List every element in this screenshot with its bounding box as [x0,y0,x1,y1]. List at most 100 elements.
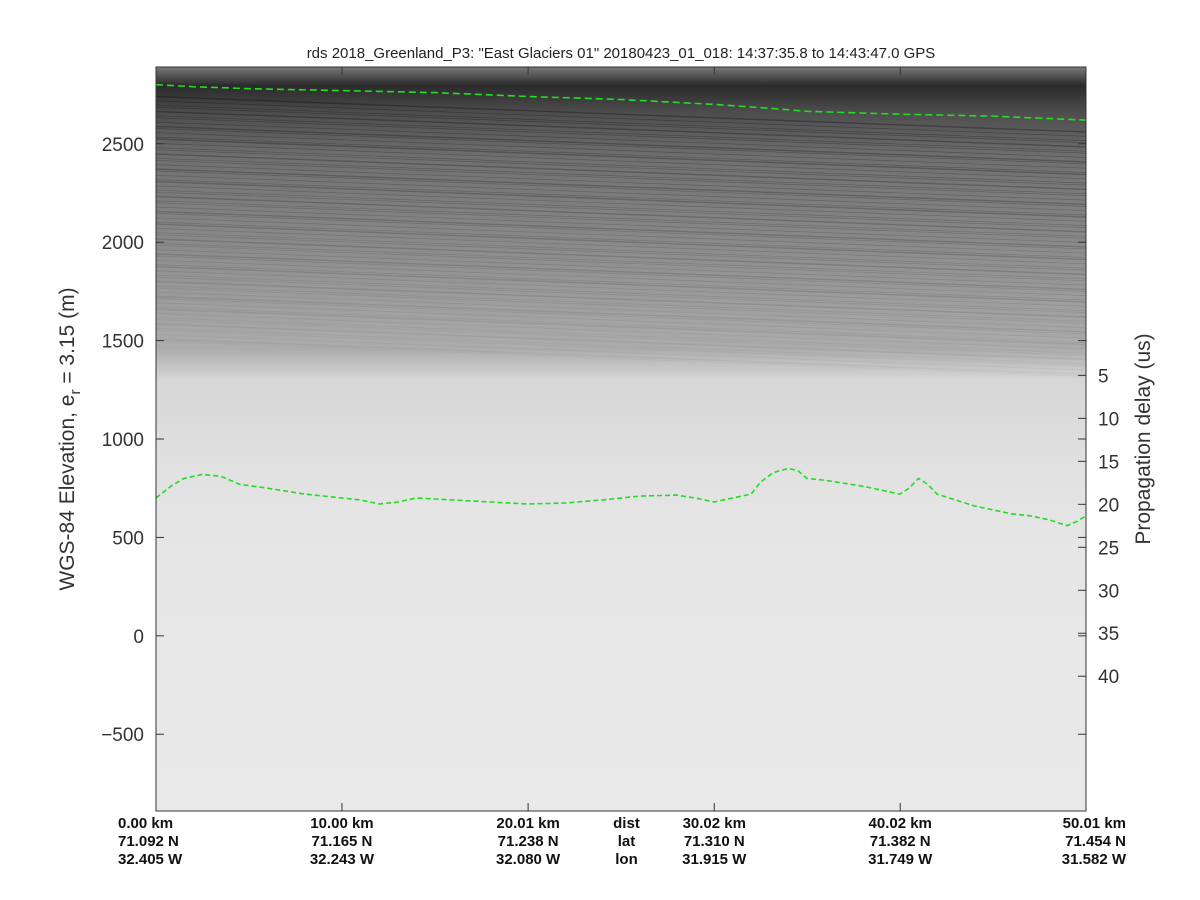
right-tick-label: 35 [1098,624,1119,645]
internal-layer [156,280,1086,318]
x-row-label-lon: lon [615,851,638,868]
y-axis-ticks: 2500 2000 1500 1000 500 0 −500 [101,135,1086,746]
internal-layer [156,274,1086,312]
internal-layer [156,174,1086,212]
internal-layer [156,106,1086,143]
bed-layer-line [156,467,1086,527]
x-tick-dist-label: 20.01 km [496,815,559,832]
right-tick-label: 15 [1098,452,1119,473]
right-axis-label: Propagation delay (us) [1132,333,1155,544]
internal-layer [156,95,1086,133]
x-tick-lon-label: 32.080 W [496,851,561,868]
internal-layer [156,291,1086,328]
internal-layer [156,340,1086,377]
y-axis-label: WGS-84 Elevation, er = 3.15 (m) [56,287,84,590]
internal-layer [156,164,1086,201]
internal-layer [156,223,1086,261]
internal-layer [156,117,1086,154]
x-tick-lat-label: 71.238 N [498,833,559,850]
internal-layer [156,136,1086,173]
internal-layer [156,270,1086,307]
internal-layer [156,121,1086,158]
right-tick-label: 20 [1098,495,1119,516]
x-tick-lon-label: 32.243 W [310,851,375,868]
internal-layer [156,259,1086,297]
internal-layer [156,213,1086,250]
internal-layer [156,110,1086,148]
internal-layer [156,338,1086,376]
internal-layer [156,298,1086,335]
y-tick-label: 0 [133,627,144,648]
y-tick-label: 1000 [102,430,144,451]
internal-layer [156,128,1086,165]
x-tick-lat-label: 71.310 N [684,833,745,850]
x-tick-lon-label: 31.915 W [682,851,747,868]
internal-layer [156,228,1086,265]
internal-layer [156,285,1086,322]
internal-layer [156,185,1086,222]
internal-layer [156,232,1086,269]
y-tick-label: −500 [101,725,144,746]
y-tick-label: 2500 [102,135,144,156]
x-tick-dist-label: 50.01 km [1063,815,1126,832]
x-tick-dist-label: 0.00 km [118,815,173,832]
y-tick-label: 2000 [102,233,144,254]
internal-layer [156,125,1086,163]
x-tick-dist-label: 40.02 km [869,815,932,832]
radargram-image [156,67,1086,811]
internal-layer [156,149,1086,186]
internal-layer [156,249,1086,286]
internal-layer [156,265,1086,303]
internal-layer [156,313,1086,350]
internal-layer [156,302,1086,339]
internal-layer [156,243,1086,280]
internal-layer [156,189,1086,226]
internal-layer [156,217,1086,254]
internal-layer [156,153,1086,191]
internal-layer [156,115,1086,152]
internal-layer [156,287,1086,324]
y-tick-label: 1500 [102,332,144,353]
x-row-label-lat: lat [618,833,636,850]
internal-layer [156,157,1086,195]
internal-layer [156,132,1086,169]
internal-layer [156,191,1086,228]
internal-layer [156,221,1086,258]
x-tick-dist-label: 10.00 km [310,815,373,832]
right-tick-label: 40 [1098,667,1119,688]
internal-layer [156,180,1086,218]
x-tick-lat-label: 71.454 N [1065,833,1126,850]
x-tick-lat-label: 71.092 N [118,833,179,850]
internal-layer [156,306,1086,343]
internal-layer [156,253,1086,291]
x-tick-dist-label: 30.02 km [683,815,746,832]
x-tick-lon-label: 31.582 W [1062,851,1127,868]
internal-layer [156,276,1086,313]
internal-layer [156,319,1086,356]
internal-layer [156,206,1086,243]
internal-layer [156,143,1086,180]
right-tick-label: 25 [1098,538,1119,559]
internal-layer [156,334,1086,371]
internal-layers [156,95,1086,377]
internal-layer [156,308,1086,346]
internal-layer [156,195,1086,233]
right-tick-label: 5 [1098,366,1109,387]
internal-layer [156,238,1086,276]
internal-layer [156,168,1086,206]
internal-layer [156,100,1086,137]
internal-layer [156,200,1086,237]
internal-layer [156,244,1086,282]
internal-layer [156,179,1086,216]
internal-layer [156,323,1086,361]
internal-layer [156,317,1086,354]
y-tick-label: 500 [112,528,144,549]
right-tick-label: 10 [1098,409,1119,430]
internal-layer [156,159,1086,197]
internal-layer [156,170,1086,207]
internal-layer [156,264,1086,301]
internal-layer [156,255,1086,292]
right-axis-ticks: 5 10 15 20 25 30 35 40 [1078,366,1119,688]
